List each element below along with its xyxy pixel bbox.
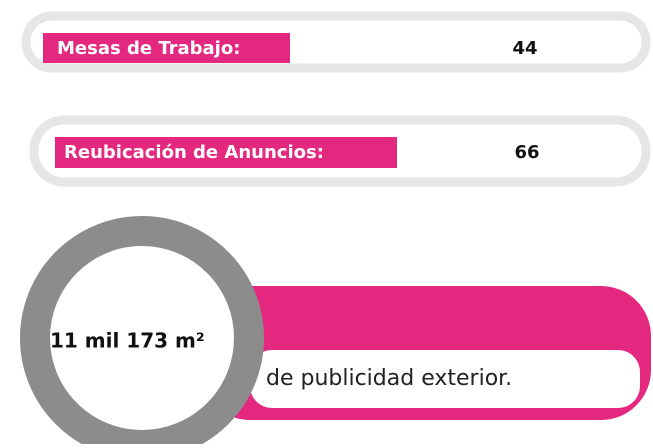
stat-value: 44 (512, 38, 537, 59)
stat-label-box (55, 137, 397, 168)
stat-value: 66 (514, 142, 539, 163)
stat-label: Reubicación de Anuncios: (64, 142, 324, 163)
stat-label: Mesas de Trabajo: (57, 38, 240, 59)
stat-label-box (43, 33, 290, 63)
caption-box (250, 350, 640, 408)
highlight-amount: 11 mil 173 m² (50, 329, 205, 353)
highlight-caption: de publicidad exterior. (266, 366, 512, 391)
